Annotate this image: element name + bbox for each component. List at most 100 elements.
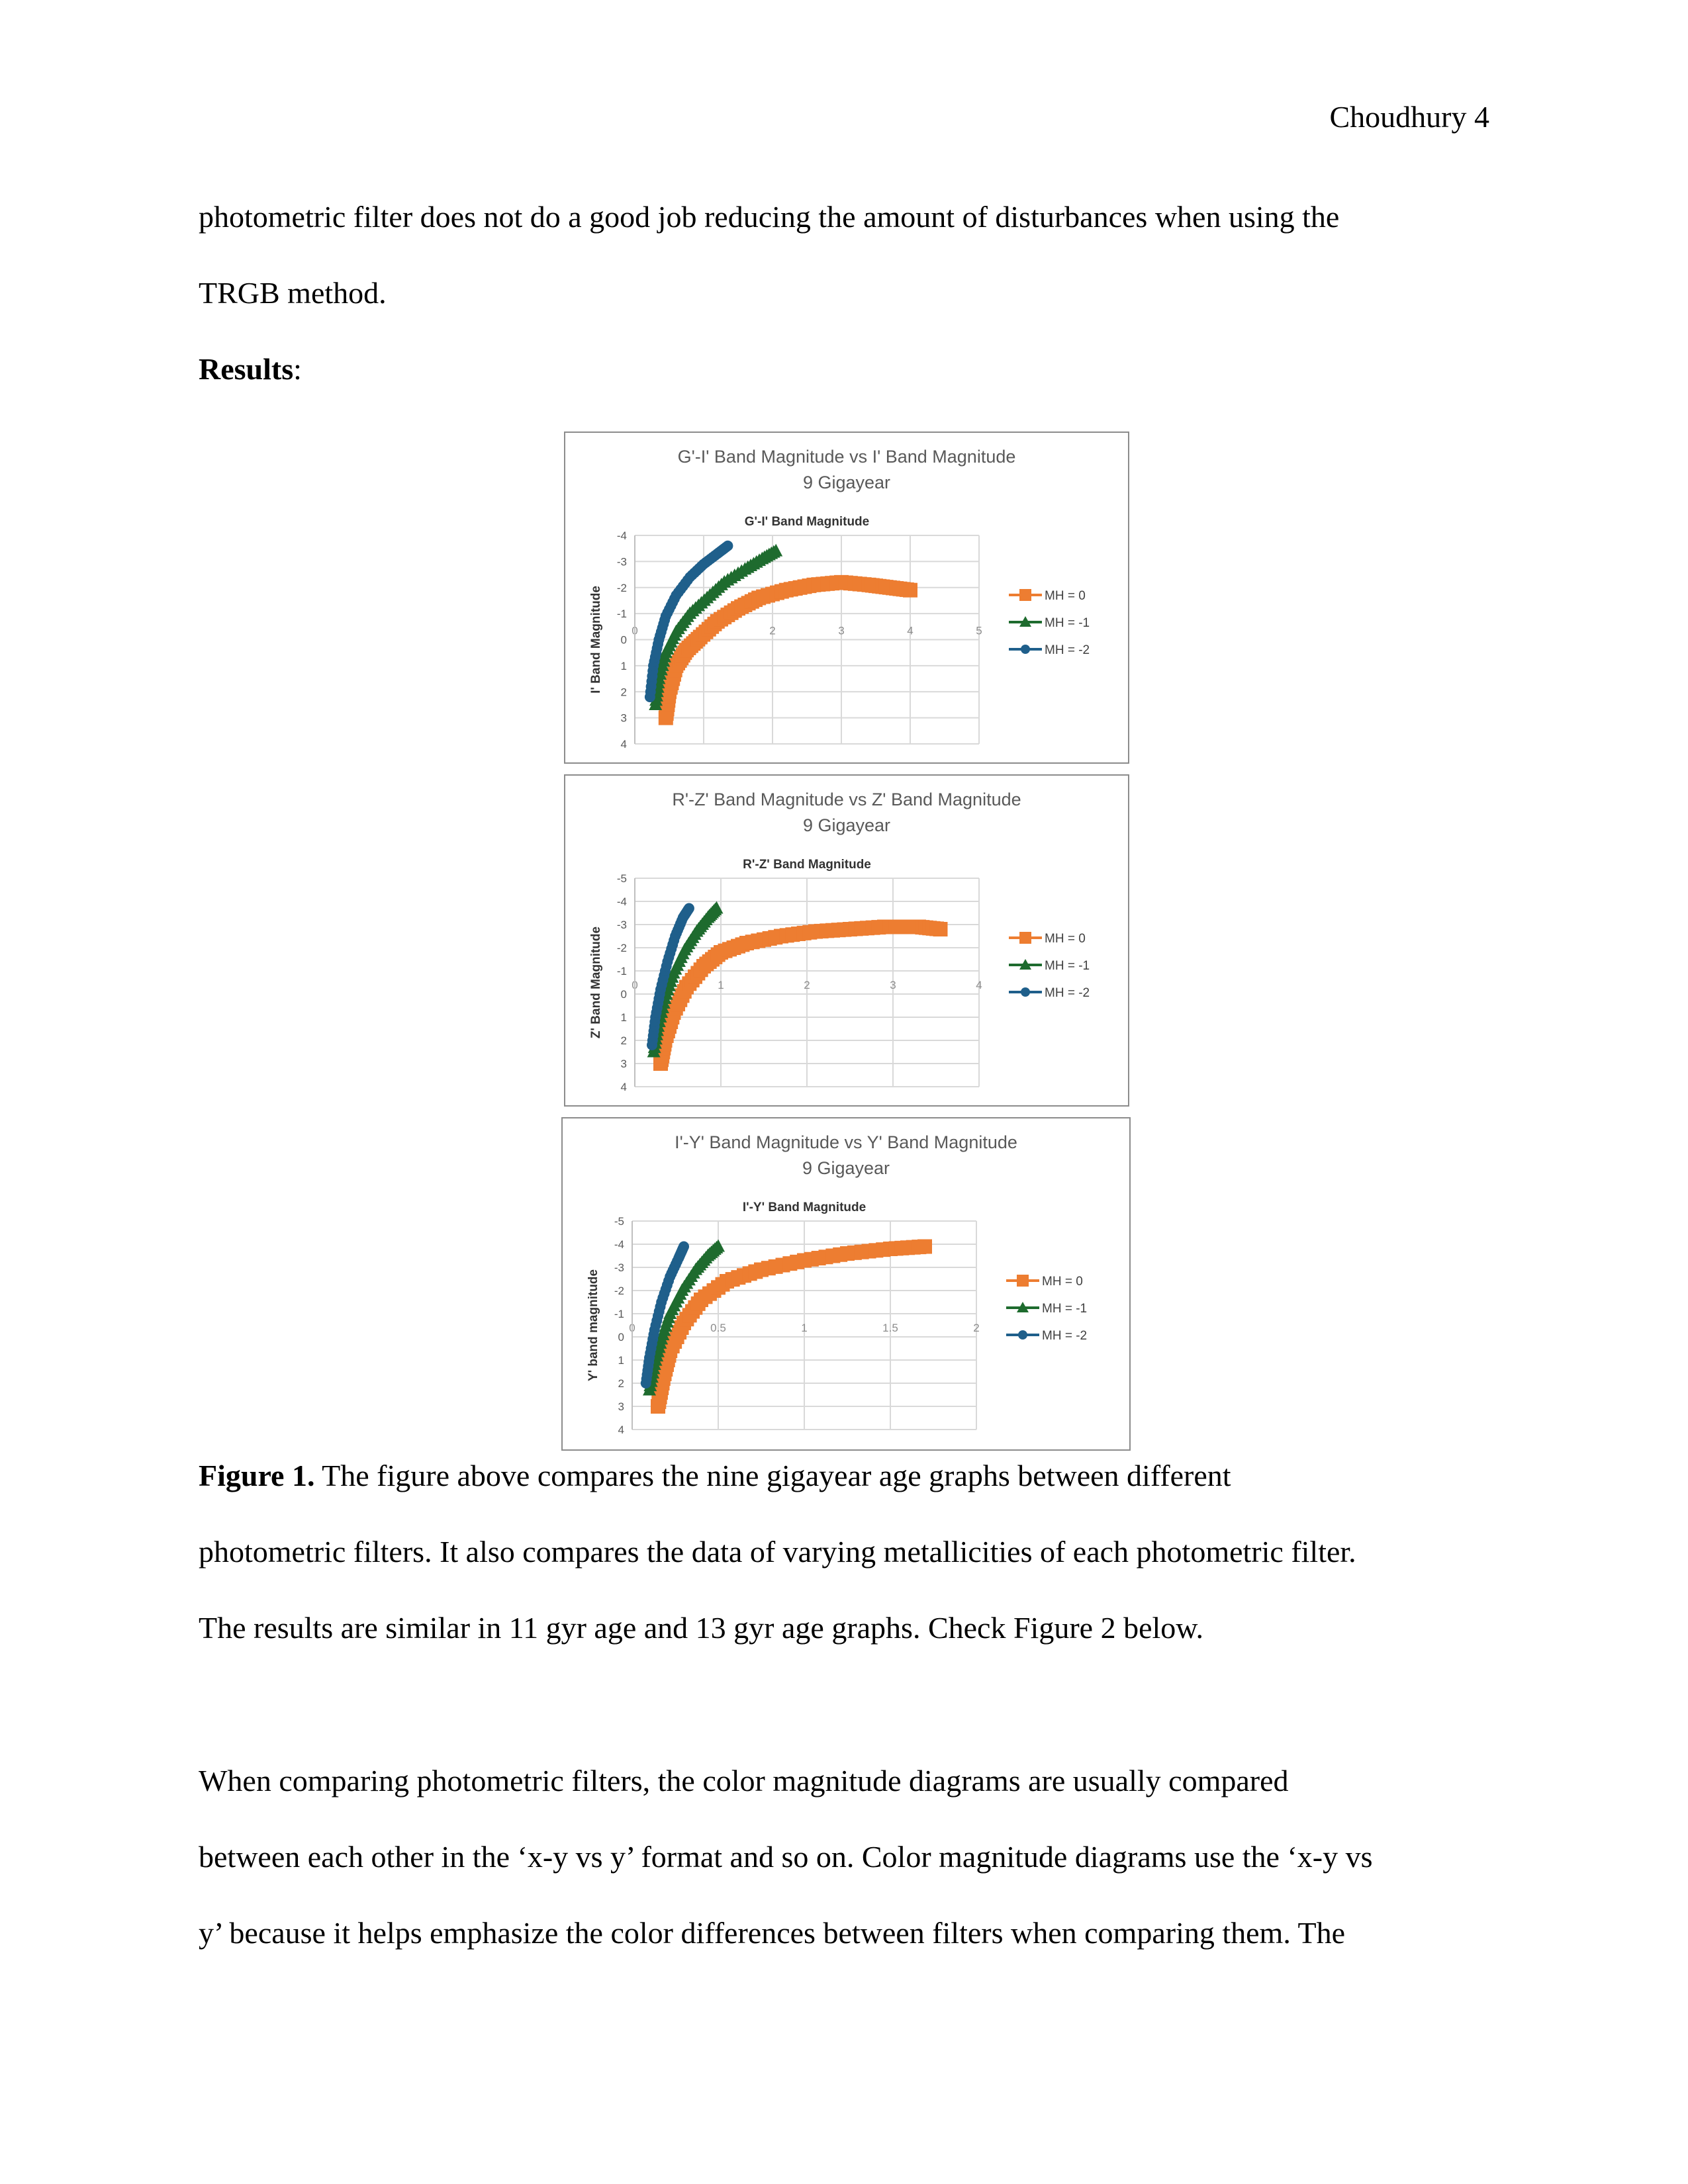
x-tick-label: 2 xyxy=(804,979,810,991)
figure-caption-line1: Figure 1. The figure above compares the … xyxy=(199,1461,1231,1491)
chart-subtitle: 9 Gigayear xyxy=(803,473,890,492)
y-tick-label: 3 xyxy=(621,1058,627,1070)
figure-label: Figure 1. xyxy=(199,1459,315,1492)
y-tick-label: 0 xyxy=(621,988,627,1001)
y-tick-label: 0 xyxy=(618,1331,624,1343)
y-tick-label: 2 xyxy=(621,686,627,698)
legend-label: MH = -2 xyxy=(1042,1329,1087,1343)
series-square xyxy=(653,919,948,1071)
legend-label: MH = 0 xyxy=(1045,932,1086,946)
y-tick-label: -4 xyxy=(617,529,627,542)
x-axis-label: I'-Y' Band Magnitude xyxy=(743,1201,866,1214)
y-tick-label: 1 xyxy=(621,660,627,672)
y-tick-label: -2 xyxy=(614,1285,624,1297)
data-point xyxy=(769,543,783,557)
x-tick-label: 3 xyxy=(890,979,896,991)
legend-label: MH = -1 xyxy=(1042,1302,1087,1316)
y-tick-label: -4 xyxy=(617,895,627,908)
y-tick-label: 2 xyxy=(621,1034,627,1047)
legend-label: MH = -2 xyxy=(1045,643,1090,657)
data-point xyxy=(722,540,733,551)
y-axis-label: I' Band Magnitude xyxy=(589,586,603,694)
x-tick-label: 1.5 xyxy=(882,1322,898,1334)
series-circle xyxy=(644,540,733,703)
y-tick-label: -1 xyxy=(614,1308,624,1320)
figure-caption-line2: photometric filters. It also compares th… xyxy=(199,1535,1356,1569)
chart-subtitle: 9 Gigayear xyxy=(802,1158,890,1178)
data-point xyxy=(933,922,948,936)
series-triangle xyxy=(649,543,783,710)
results-heading: Results: xyxy=(199,354,302,385)
chart-title: G'-I' Band Magnitude vs I' Band Magnitud… xyxy=(678,447,1016,467)
data-point xyxy=(903,582,917,598)
legend-marker xyxy=(1021,987,1030,997)
y-tick-label: -1 xyxy=(617,965,627,978)
data-point xyxy=(710,901,724,914)
body-text-line: When comparing photometric filters, the … xyxy=(199,1764,1289,1797)
series-triangle xyxy=(643,1239,725,1396)
results-heading-colon: : xyxy=(293,352,302,386)
x-tick-label: 5 xyxy=(976,625,982,637)
series-circle xyxy=(647,903,694,1050)
chart-gi-vs-i: G'-I' Band Magnitude vs I' Band Magnitud… xyxy=(589,447,1090,751)
y-tick-label: -1 xyxy=(617,608,627,620)
y-tick-label: -5 xyxy=(617,872,627,885)
chart-rz-vs-z: R'-Z' Band Magnitude vs Z' Band Magnitud… xyxy=(589,790,1090,1093)
y-tick-label: 4 xyxy=(621,738,627,751)
y-tick-label: 3 xyxy=(621,712,627,725)
chart-iy-vs-y: I'-Y' Band Magnitude vs Y' Band Magnitud… xyxy=(586,1132,1087,1436)
y-tick-label: 1 xyxy=(621,1011,627,1024)
series-square xyxy=(658,574,917,725)
body-text-line: y’ because it helps emphasize the color … xyxy=(199,1916,1346,1950)
chart-subtitle: 9 Gigayear xyxy=(803,815,890,835)
x-axis-label: G'-I' Band Magnitude xyxy=(745,515,869,529)
series-square xyxy=(651,1239,932,1414)
legend-label: MH = 0 xyxy=(1045,589,1086,603)
y-tick-label: -4 xyxy=(614,1238,624,1251)
y-tick-label: 4 xyxy=(621,1081,627,1093)
x-tick-label: 4 xyxy=(976,979,982,991)
y-tick-label: -3 xyxy=(614,1261,624,1274)
x-tick-label: 0.5 xyxy=(710,1322,726,1334)
y-tick-label: 1 xyxy=(618,1354,624,1367)
data-point xyxy=(679,1241,689,1252)
y-tick-label: 2 xyxy=(618,1377,624,1390)
legend-marker xyxy=(1019,959,1031,970)
page-header: Choudhury 4 xyxy=(1329,100,1490,134)
y-tick-label: -5 xyxy=(614,1215,624,1228)
legend-marker xyxy=(1019,932,1031,944)
results-heading-bold: Results xyxy=(199,352,294,386)
data-point xyxy=(712,1239,725,1252)
x-tick-label: 1 xyxy=(718,979,724,991)
x-axis-label: R'-Z' Band Magnitude xyxy=(743,858,871,872)
x-tick-label: 2 xyxy=(769,625,775,637)
y-tick-label: 4 xyxy=(618,1424,624,1436)
legend-label: MH = -1 xyxy=(1045,616,1090,630)
chart-frame-iy: I'-Y' Band Magnitude vs Y' Band Magnitud… xyxy=(561,1117,1131,1451)
body-text-line: photometric filter does not do a good jo… xyxy=(199,200,1340,234)
legend-marker xyxy=(1019,589,1031,601)
body-text-line: TRGB method. xyxy=(199,276,387,310)
caption-text: The figure above compares the nine gigay… xyxy=(314,1459,1231,1492)
series-circle xyxy=(640,1241,689,1388)
y-axis-label: Y' band magnitude xyxy=(586,1269,600,1381)
data-point xyxy=(683,903,694,914)
y-tick-label: 3 xyxy=(618,1400,624,1413)
legend-label: MH = -2 xyxy=(1045,986,1090,1000)
x-tick-label: 1 xyxy=(801,1322,807,1334)
legend-label: MH = 0 xyxy=(1042,1275,1083,1289)
chart-frame-gi: G'-I' Band Magnitude vs I' Band Magnitud… xyxy=(564,432,1129,764)
legend-label: MH = -1 xyxy=(1045,959,1090,973)
legend-marker xyxy=(1021,645,1030,654)
x-tick-label: 4 xyxy=(907,625,913,637)
legend-marker xyxy=(1017,1302,1029,1312)
chart-title: I'-Y' Band Magnitude vs Y' Band Magnitud… xyxy=(675,1132,1017,1152)
chart-frame-rz: R'-Z' Band Magnitude vs Z' Band Magnitud… xyxy=(564,774,1129,1107)
data-point xyxy=(917,1239,932,1254)
y-tick-label: -3 xyxy=(617,555,627,568)
figure-caption-line3: The results are similar in 11 gyr age an… xyxy=(199,1611,1203,1645)
y-tick-label: -2 xyxy=(617,942,627,954)
body-text-line: between each other in the ‘x-y vs y’ for… xyxy=(199,1840,1373,1874)
legend-marker xyxy=(1017,1275,1029,1287)
chart-title: R'-Z' Band Magnitude vs Z' Band Magnitud… xyxy=(672,790,1021,809)
